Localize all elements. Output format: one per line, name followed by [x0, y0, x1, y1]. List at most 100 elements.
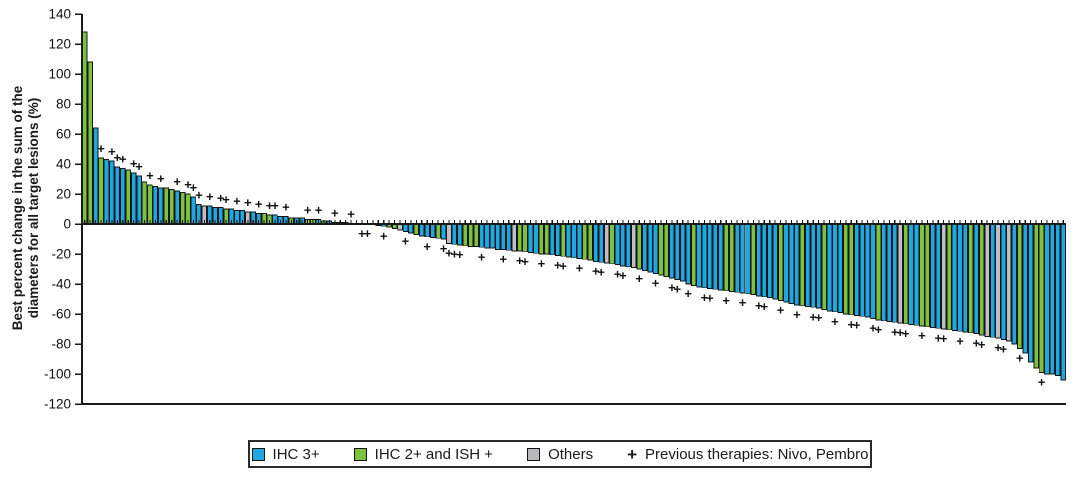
svg-text:+: + — [146, 168, 154, 183]
svg-text:+: + — [755, 298, 763, 313]
svg-text:120: 120 — [48, 37, 71, 52]
svg-text:+: + — [130, 156, 138, 171]
svg-text:+: + — [809, 309, 817, 324]
svg-text:-20: -20 — [51, 247, 71, 262]
svg-text:+: + — [266, 198, 274, 213]
svg-text:+: + — [1000, 342, 1008, 357]
svg-text:+: + — [282, 200, 290, 215]
svg-text:+: + — [815, 310, 823, 325]
svg-text:+: + — [554, 258, 562, 273]
svg-text:+: + — [157, 171, 165, 186]
svg-text:+: + — [793, 307, 801, 322]
svg-text:+: + — [380, 228, 388, 243]
svg-text:+: + — [875, 322, 883, 337]
svg-text:60: 60 — [56, 127, 71, 142]
svg-text:+: + — [402, 234, 410, 249]
svg-text:+: + — [364, 226, 372, 241]
svg-text:+: + — [760, 299, 768, 314]
svg-text:+: + — [635, 271, 643, 286]
svg-text:-40: -40 — [51, 277, 71, 292]
legend-item-others: Others — [527, 446, 593, 463]
svg-text:-100: -100 — [44, 367, 71, 382]
svg-text:+: + — [614, 267, 622, 282]
svg-text:+: + — [500, 252, 508, 267]
svg-text:+: + — [217, 191, 225, 206]
svg-text:+: + — [652, 276, 660, 291]
svg-text:+: + — [918, 328, 926, 343]
ihc2-swatch-icon — [353, 447, 367, 461]
svg-text:+: + — [331, 206, 339, 221]
svg-text:+: + — [521, 254, 529, 269]
svg-text:+: + — [173, 174, 181, 189]
svg-text:+: + — [195, 188, 203, 203]
svg-text:+: + — [896, 325, 904, 340]
legend-item-previous-therapies: + Previous therapies: Nivo, Pembro — [627, 446, 868, 463]
svg-text:40: 40 — [56, 157, 71, 172]
svg-text:-60: -60 — [51, 307, 71, 322]
svg-text:+: + — [451, 246, 459, 261]
legend-label-others: Others — [548, 445, 594, 463]
svg-text:+: + — [940, 331, 948, 346]
svg-text:+: + — [456, 247, 464, 262]
legend-item-ihc3: IHC 3+ — [251, 445, 320, 463]
svg-text:+: + — [777, 303, 785, 318]
svg-text:+: + — [440, 241, 448, 256]
svg-text:+: + — [706, 291, 714, 306]
svg-text:+: + — [114, 150, 122, 165]
svg-text:+: + — [831, 314, 839, 329]
svg-text:+: + — [271, 198, 279, 213]
svg-text:+: + — [244, 195, 252, 210]
svg-text:+: + — [902, 326, 910, 341]
svg-text:+: + — [934, 330, 942, 345]
svg-text:+: + — [853, 318, 861, 333]
svg-text:+: + — [869, 321, 877, 336]
svg-text:+: + — [956, 333, 964, 348]
svg-text:100: 100 — [48, 67, 71, 82]
legend-label-ihc3: IHC 3+ — [272, 445, 320, 463]
svg-text:+: + — [1038, 375, 1046, 390]
svg-text:+: + — [592, 264, 600, 279]
svg-text:+: + — [304, 203, 312, 218]
legend-label-previous-therapies: Previous therapies: Nivo, Pembro — [645, 445, 869, 463]
chart-canvas: + + + + + + + + + + + + + + + + + + + + + + + + + + + + + + + + + + + + + + + +… — [44, 7, 1067, 412]
legend-label-ihc2: IHC 2+ and ISH + — [374, 445, 494, 463]
svg-text:+: + — [184, 177, 192, 192]
svg-text:-80: -80 — [51, 337, 71, 352]
svg-text:+: + — [516, 253, 524, 268]
svg-text:+: + — [538, 256, 546, 271]
svg-text:+: + — [478, 249, 486, 264]
svg-text:+: + — [206, 189, 214, 204]
svg-text:+: + — [576, 261, 584, 276]
svg-text:+: + — [701, 290, 709, 305]
svg-text:+: + — [597, 264, 605, 279]
svg-text:+: + — [190, 180, 198, 195]
svg-text:80: 80 — [56, 97, 71, 112]
svg-text:+: + — [222, 192, 230, 207]
svg-text:+: + — [135, 159, 143, 174]
others-swatch-icon — [527, 447, 541, 461]
svg-text:+: + — [673, 282, 681, 297]
ihc3-swatch-icon — [251, 447, 265, 461]
svg-text:+: + — [119, 152, 127, 167]
svg-text:0: 0 — [63, 217, 71, 232]
svg-text:+: + — [994, 340, 1002, 355]
svg-text:+: + — [358, 226, 366, 241]
plus-marker-icon: + — [627, 444, 638, 464]
svg-text:+: + — [973, 336, 981, 351]
svg-text:+: + — [978, 337, 986, 352]
svg-text:+: + — [97, 141, 105, 156]
legend-box: IHC 3+ IHC 2+ and ISH + Others + Previou… — [248, 440, 872, 468]
svg-text:-120: -120 — [44, 397, 71, 412]
svg-text:+: + — [722, 293, 730, 308]
svg-text:+: + — [668, 280, 676, 295]
svg-text:+: + — [255, 197, 263, 212]
svg-text:+: + — [739, 295, 747, 310]
svg-text:140: 140 — [48, 7, 71, 22]
svg-text:+: + — [423, 239, 431, 254]
svg-text:+: + — [347, 206, 355, 221]
svg-text:+: + — [847, 317, 855, 332]
svg-text:+: + — [315, 203, 323, 218]
svg-text:+: + — [684, 286, 692, 301]
svg-text:+: + — [891, 324, 899, 339]
